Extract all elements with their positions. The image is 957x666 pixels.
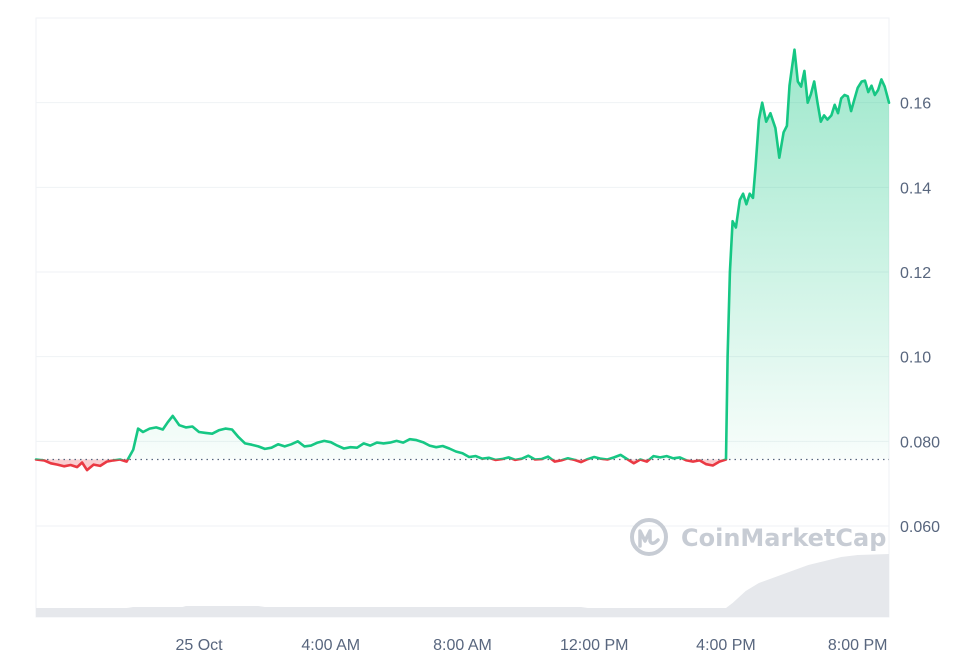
y-tick-label: 0.14 xyxy=(900,180,931,197)
coinmarketcap-watermark: CoinMarketCap xyxy=(630,518,886,556)
x-tick-label: 4:00 PM xyxy=(696,637,756,654)
price-area-up xyxy=(36,49,889,460)
coinmarketcap-logo-icon xyxy=(630,518,668,556)
y-tick-label: 0.16 xyxy=(900,96,931,113)
y-tick-label: 0.10 xyxy=(900,350,931,367)
x-axis-ticks: 25 Oct 4:00 AM 8:00 AM 12:00 PM 4:00 PM 8:00 … xyxy=(175,637,887,654)
watermark-text: CoinMarketCap xyxy=(681,524,886,552)
x-tick-label: 8:00 AM xyxy=(433,637,492,654)
price-line-up xyxy=(34,48,891,460)
volume-area xyxy=(36,554,889,617)
y-tick-label: 0.12 xyxy=(900,265,931,282)
price-line xyxy=(34,48,891,472)
y-tick-label: 0.080 xyxy=(900,434,940,451)
volume-area-path xyxy=(36,554,889,617)
y-axis-ticks: 0.060 0.080 0.10 0.12 0.14 0.16 xyxy=(900,96,940,536)
x-tick-label: 4:00 AM xyxy=(301,637,360,654)
y-tick-label: 0.060 xyxy=(900,519,940,536)
price-area-down xyxy=(36,459,726,471)
x-tick-label: 8:00 PM xyxy=(828,637,888,654)
x-tick-label: 12:00 PM xyxy=(560,637,628,654)
price-area xyxy=(36,49,889,471)
x-tick-label: 25 Oct xyxy=(175,637,223,654)
